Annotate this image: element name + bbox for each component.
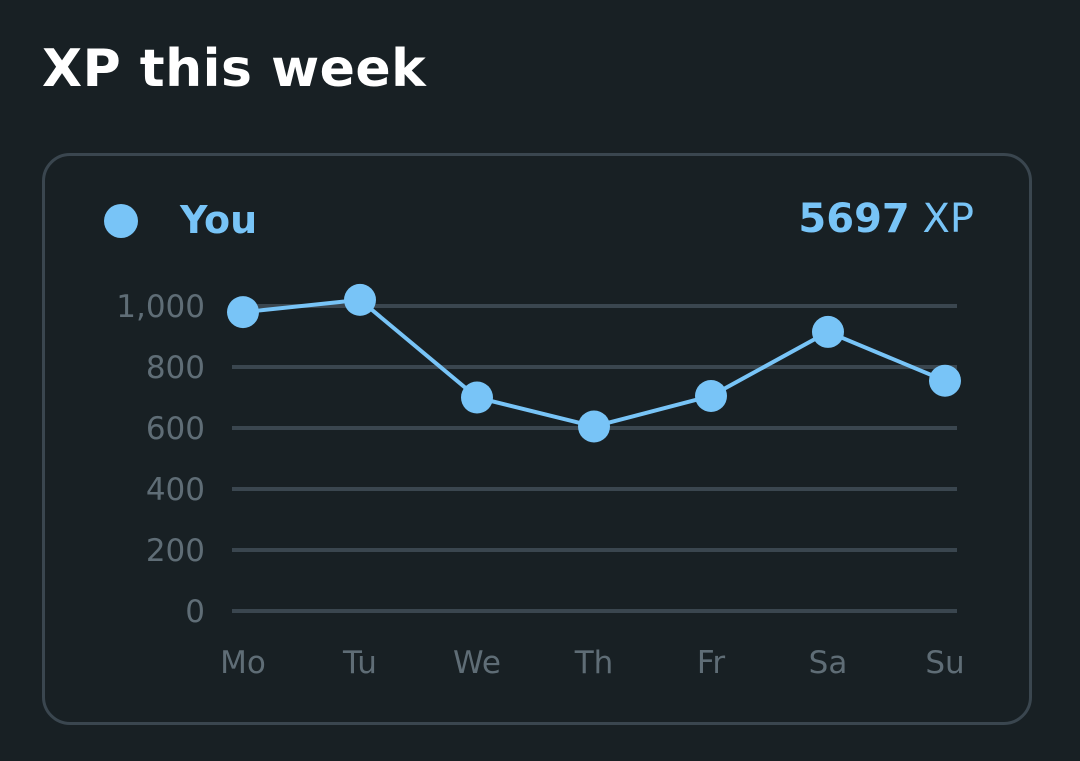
y-tick-label: 0 <box>185 594 205 630</box>
x-tick-label: Sa <box>809 645 848 681</box>
data-point <box>929 364 961 397</box>
data-point <box>344 283 376 316</box>
data-point <box>812 315 844 348</box>
xp-total-unit: XP <box>922 196 974 242</box>
legend-dot <box>104 204 138 238</box>
xp-total-value: 5697 <box>798 196 910 242</box>
xp-total: 5697 XP <box>798 195 974 243</box>
x-tick-label: Fr <box>697 645 726 681</box>
y-tick-label: 800 <box>146 350 205 386</box>
data-point <box>461 381 493 414</box>
x-axis-ticks: Mo Tu We Th Fr Sa Su <box>220 645 965 681</box>
legend-label: You <box>180 198 258 242</box>
grid-lines <box>232 304 957 613</box>
page-title: XP this week <box>42 39 427 99</box>
series-line <box>242 297 946 429</box>
data-point <box>578 410 610 443</box>
data-point <box>695 379 727 412</box>
x-tick-label: We <box>453 645 501 681</box>
series-you <box>227 283 961 443</box>
y-tick-label: 600 <box>146 411 205 447</box>
x-tick-label: Su <box>925 645 964 681</box>
x-tick-label: Th <box>574 645 614 681</box>
y-tick-label: 1,000 <box>116 289 205 325</box>
data-point <box>227 296 259 329</box>
y-tick-label: 200 <box>146 533 205 569</box>
x-tick-label: Tu <box>342 645 377 681</box>
chart-card <box>42 153 1032 725</box>
y-axis-ticks: 0 200 400 600 800 1,000 <box>116 289 205 630</box>
x-tick-label: Mo <box>220 645 266 681</box>
y-tick-label: 400 <box>146 472 205 508</box>
